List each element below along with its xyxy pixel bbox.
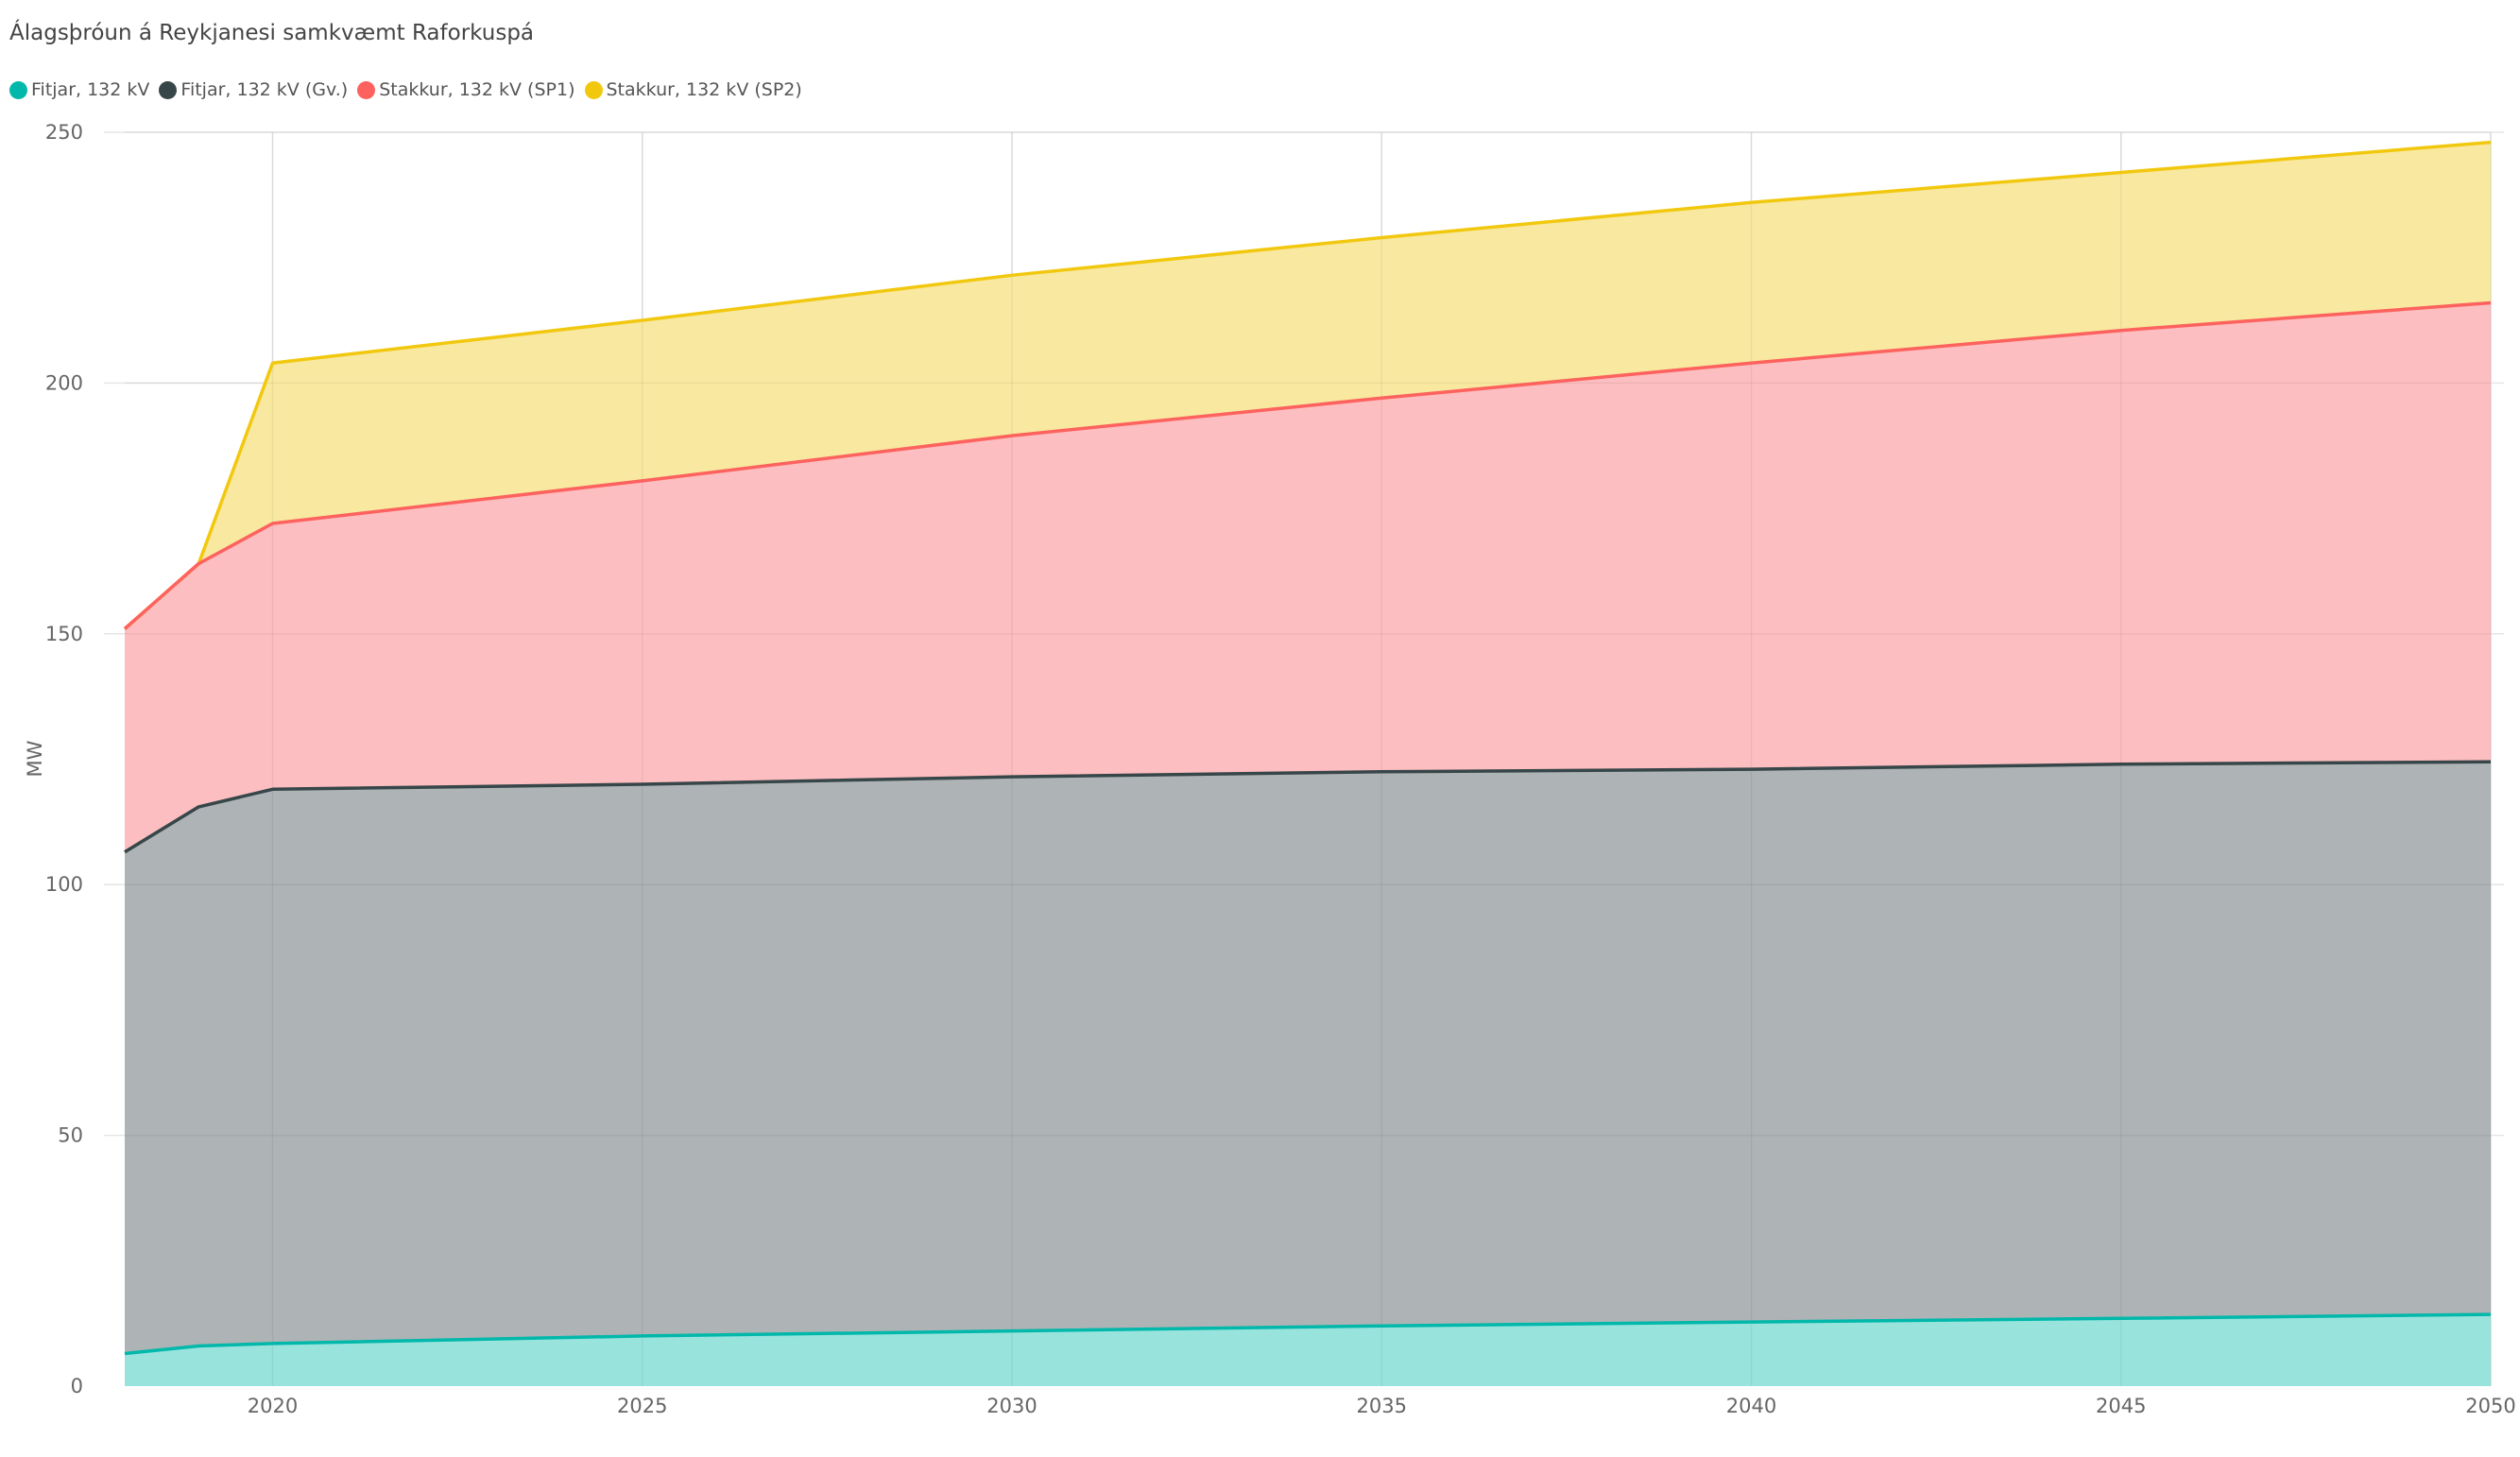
y-axis-title: MW	[24, 740, 46, 777]
x-tick-label: 2050	[2465, 1395, 2515, 1417]
y-tick-label: 150	[45, 623, 83, 645]
x-tick-label: 2025	[617, 1395, 667, 1417]
x-tick-label: 2045	[2096, 1395, 2146, 1417]
legend-label: Fitjar, 132 kV	[31, 79, 150, 100]
y-tick-label: 100	[45, 873, 83, 896]
series-line	[124, 1312, 2492, 1356]
legend-marker-icon	[159, 80, 178, 99]
area-layers	[125, 142, 2491, 1387]
x-tick-label: 2030	[986, 1395, 1037, 1417]
legend-label: Fitjar, 132 kV (Gv.)	[180, 79, 349, 100]
y-tick-label: 250	[45, 121, 83, 144]
legend-item-fitjar-gv[interactable]: Fitjar, 132 kV (Gv.)	[159, 79, 348, 100]
legend-item-stakkur-sp2[interactable]: Stakkur, 132 kV (SP2)	[584, 79, 802, 100]
x-tick-label: 2035	[1357, 1395, 1407, 1417]
series-line	[123, 140, 2492, 630]
legend-marker-icon	[584, 80, 603, 99]
series-area	[125, 1314, 2491, 1386]
x-tick-label: 2020	[248, 1395, 298, 1417]
x-axis: 2020 2025 2030 2035 2040 2045 2050	[248, 1395, 2516, 1417]
y-tick-label: 0	[71, 1375, 83, 1397]
legend-label: Stakkur, 132 kV (SP2)	[606, 79, 802, 100]
legend: Fitjar, 132 kV Fitjar, 132 kV (Gv.) Stak…	[9, 76, 812, 104]
legend-item-stakkur-sp1[interactable]: Stakkur, 132 kV (SP1)	[357, 79, 575, 100]
grid-overlay	[125, 131, 2492, 1386]
series-line	[123, 300, 2492, 630]
x-tick-label: 2040	[1726, 1395, 1776, 1417]
legend-item-fitjar[interactable]: Fitjar, 132 kV	[9, 79, 149, 100]
legend-label: Stakkur, 132 kV (SP1)	[379, 79, 575, 100]
legend-marker-icon	[357, 80, 376, 99]
chart-title: Álagsþróun á Reykjanesi samkvæmt Raforku…	[9, 21, 535, 45]
y-tick-label: 50	[58, 1124, 83, 1147]
y-tick-label: 200	[45, 371, 83, 394]
series-lines	[123, 140, 2492, 1356]
y-axis: 0 50 100 150 200 250	[45, 121, 83, 1397]
series-line	[124, 760, 2492, 854]
legend-marker-icon	[9, 80, 27, 99]
series-area	[125, 762, 2491, 1386]
